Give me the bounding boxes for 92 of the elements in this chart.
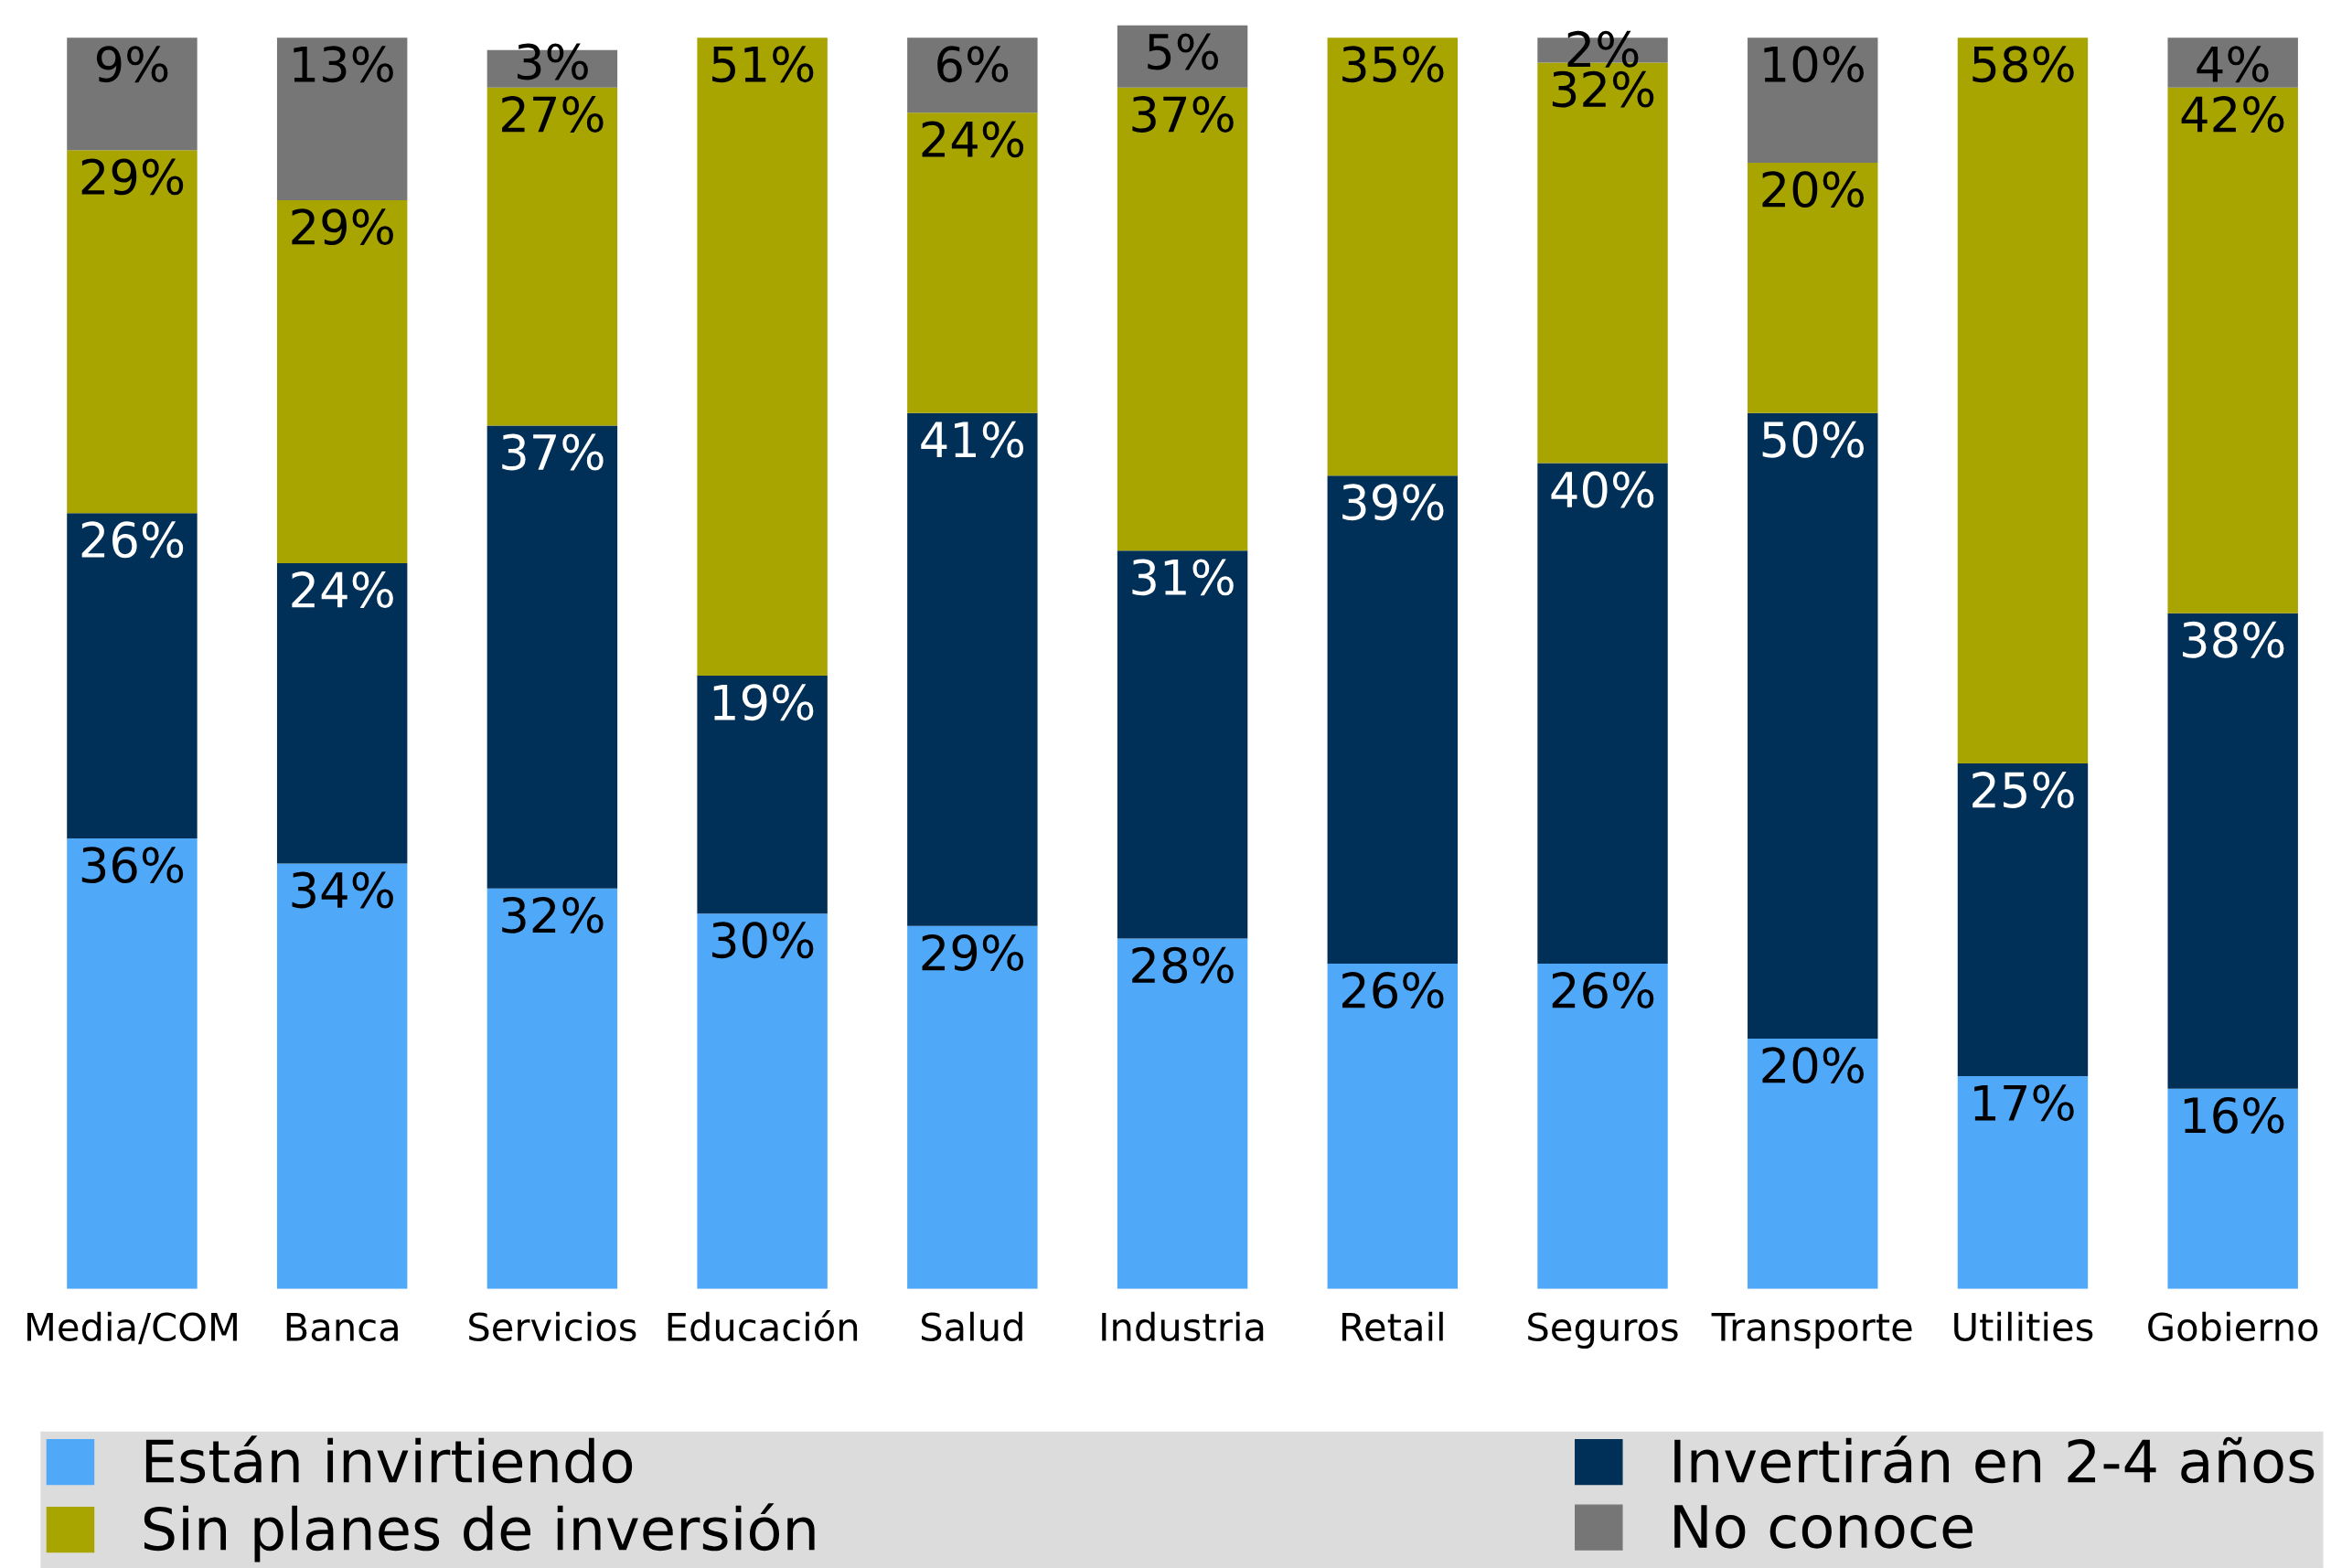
bar: [697, 37, 828, 677]
data-label: 5%: [1148, 33, 1219, 70]
x-tick-label: Industria: [1102, 1311, 1264, 1341]
bar: [907, 112, 1038, 413]
bar: [2167, 1088, 2298, 1289]
bar: [1537, 963, 1668, 1289]
data-label: 10%: [1764, 46, 1864, 83]
bar: [67, 150, 198, 514]
data-label: 13%: [294, 46, 393, 83]
data-label: 50%: [1762, 421, 1864, 458]
x-tick-label: Salud: [921, 1311, 1022, 1341]
data-label: 51%: [712, 46, 814, 83]
bar: [697, 913, 828, 1289]
bar: [486, 87, 618, 426]
data-label: 27%: [502, 96, 604, 133]
data-label: 36%: [81, 847, 184, 884]
data-label: 26%: [1342, 972, 1444, 1008]
data-label: 24%: [292, 571, 393, 608]
data-label: 35%: [1342, 46, 1444, 83]
data-label: 4%: [2197, 46, 2269, 83]
bar: [907, 412, 1038, 926]
data-label: 26%: [81, 521, 184, 559]
data-label: 25%: [1972, 772, 2074, 808]
data-label: 19%: [713, 684, 814, 721]
data-label: 32%: [502, 896, 604, 933]
bar: [486, 425, 618, 889]
data-label: 58%: [1972, 46, 2074, 83]
x-tick-label: Media/COM: [27, 1311, 237, 1345]
data-label: 26%: [1552, 972, 1654, 1008]
bar: [1537, 463, 1668, 964]
bar: [1748, 37, 1878, 163]
legend-label: Están invirtiendo: [145, 1435, 633, 1484]
bar: [1957, 763, 2089, 1077]
legend-label: No conoce: [1674, 1505, 1972, 1549]
data-label: 31%: [1132, 559, 1234, 596]
bar: [2167, 613, 2298, 1089]
data-label: 32%: [1552, 70, 1654, 108]
data-label: 38%: [2183, 621, 2284, 658]
data-label: 34%: [292, 871, 393, 909]
bar: [1117, 938, 1248, 1289]
bar: [2167, 87, 2298, 613]
bar: [1748, 1039, 1878, 1289]
data-label: 39%: [1342, 484, 1444, 521]
x-tick-label: Educación: [668, 1310, 858, 1341]
x-tick-label: Banca: [286, 1313, 398, 1341]
bar: [1748, 412, 1878, 1040]
bar: [1327, 475, 1459, 964]
bar: [697, 676, 828, 914]
bar: [907, 925, 1038, 1289]
bar: [276, 863, 408, 1289]
bar: [67, 513, 198, 839]
legend-label: Sin planes de inversión: [144, 1503, 815, 1563]
bar: [907, 37, 1038, 113]
data-label: 9%: [96, 46, 168, 83]
bar: [1748, 162, 1878, 413]
data-label: 30%: [711, 922, 814, 959]
data-label: 40%: [1551, 471, 1654, 508]
bar: [1327, 37, 1459, 476]
bar: [1957, 37, 2089, 763]
data-label: 6%: [937, 46, 1009, 83]
data-label: 24%: [922, 121, 1024, 158]
data-label: 17%: [1974, 1084, 2074, 1122]
bar: [486, 888, 618, 1289]
x-tick-label: Seguros: [1528, 1312, 1678, 1349]
x-tick-label: Servicios: [469, 1311, 636, 1341]
bar: [67, 838, 198, 1289]
data-label: 29%: [81, 158, 184, 196]
bar: [1117, 550, 1248, 939]
legend-label: Invertirán en 2-4 años: [1674, 1435, 2315, 1484]
bar: [276, 37, 408, 201]
x-tick-label: Gobierno: [2148, 1311, 2318, 1341]
data-label: 20%: [1762, 1047, 1864, 1084]
data-label: 29%: [292, 208, 393, 246]
data-label: 28%: [1132, 946, 1234, 984]
data-label: 41%: [921, 421, 1024, 458]
bar: [276, 200, 408, 563]
bar: [276, 562, 408, 864]
data-label: 29%: [922, 933, 1024, 971]
x-tick-label: Retail: [1342, 1311, 1443, 1341]
bar: [1957, 1076, 2089, 1289]
data-label: 37%: [1132, 96, 1234, 133]
bar: [1117, 87, 1248, 551]
data-label: 37%: [502, 433, 604, 471]
data-label: 42%: [2181, 96, 2284, 133]
bar: [1327, 963, 1459, 1289]
x-tick-label: Utilities: [1954, 1311, 2093, 1341]
data-label: 20%: [1762, 171, 1864, 208]
data-label: 16%: [2184, 1096, 2284, 1134]
data-label: 3%: [518, 43, 588, 80]
data-label: 2%: [1567, 30, 1639, 68]
x-tick-label: Transporte: [1711, 1313, 1912, 1349]
bar: [67, 37, 198, 151]
